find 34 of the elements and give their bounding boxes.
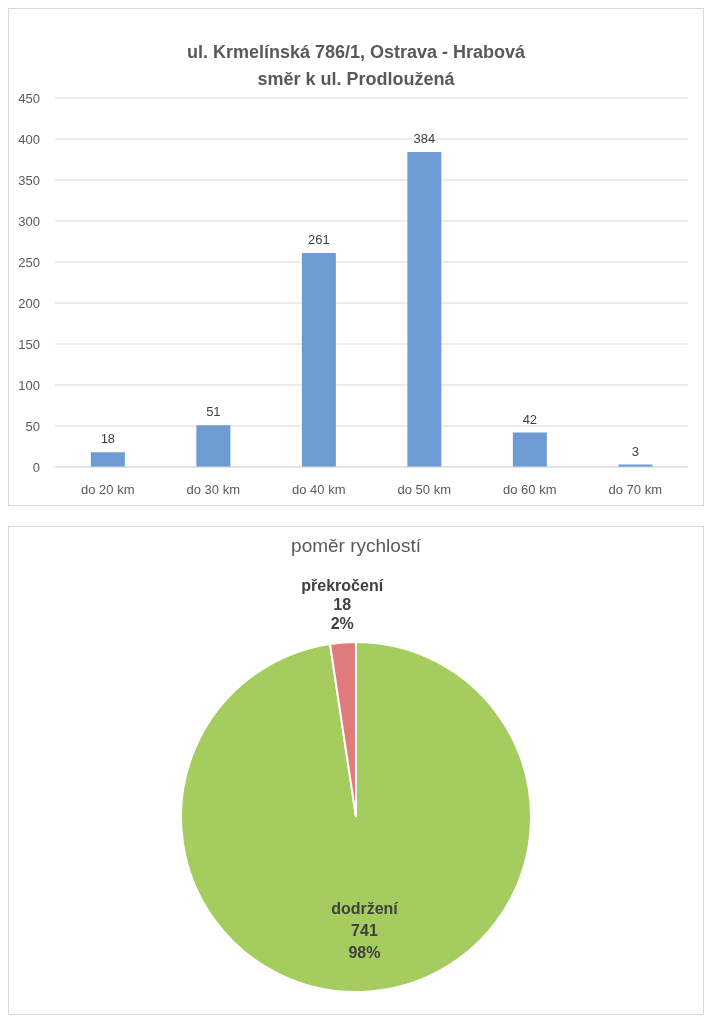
data-label: 18 <box>100 431 116 447</box>
y-tick-label: 450 <box>18 90 40 106</box>
bar <box>407 152 442 467</box>
data-label: 261 <box>308 231 330 247</box>
y-tick-label: 150 <box>18 336 40 352</box>
y-tick-label: 200 <box>18 295 40 311</box>
y-tick-label: 350 <box>18 172 40 188</box>
x-tick-label: do 70 km <box>608 482 662 498</box>
data-label: 18 2% <box>330 595 354 632</box>
bar <box>301 252 336 467</box>
x-tick-label: do 40 km <box>292 482 346 498</box>
bar <box>196 425 231 467</box>
x-tick-label: do 30 km <box>186 482 240 498</box>
y-tick-label: 0 <box>32 459 40 475</box>
pie-slice <box>180 641 532 993</box>
y-tick-label: 300 <box>18 213 40 229</box>
data-label: 3 <box>631 443 639 459</box>
x-tick-label: do 60 km <box>503 482 557 498</box>
x-tick-label: do 20 km <box>81 482 135 498</box>
data-label: 42 <box>522 411 538 427</box>
y-tick-label: 100 <box>18 377 40 393</box>
slice-label: překročení <box>301 576 384 594</box>
slice-label: dodržení <box>331 899 399 917</box>
y-tick-label: 250 <box>18 254 40 270</box>
chart-title: poměr rychlostí <box>291 534 421 558</box>
y-tick-label: 400 <box>18 131 40 147</box>
y-tick-label: 50 <box>25 418 40 434</box>
bar <box>512 432 547 467</box>
data-label: 384 <box>413 131 436 147</box>
data-label: 741 98% <box>348 921 381 961</box>
data-label: 51 <box>206 404 221 420</box>
bar <box>90 452 125 467</box>
x-tick-label: do 50 km <box>397 482 451 498</box>
chart-title: ul. Krmelínská 786/1, Ostrava - Hrabová směr k ul. Prodloužená <box>186 41 526 91</box>
